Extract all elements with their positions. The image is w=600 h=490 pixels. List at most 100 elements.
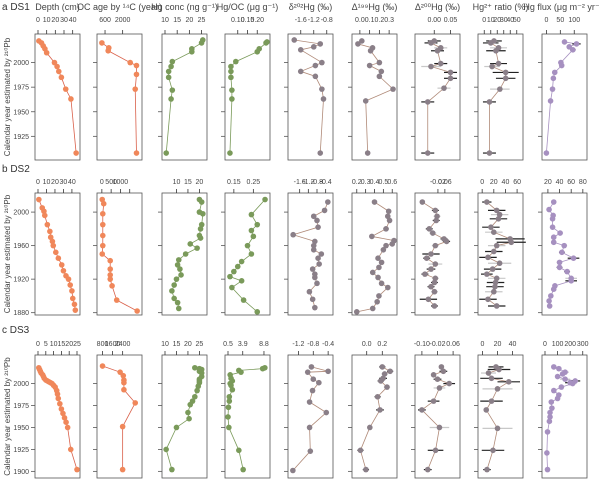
- data-point: [550, 199, 557, 205]
- x-tick-label: -0.02: [430, 179, 446, 186]
- panel-a-6: Δ¹⁹⁹Hg (‰) 0.0 0.1 0.2 0.3: [348, 2, 398, 161]
- data-point: [312, 238, 318, 245]
- data-point: [182, 251, 189, 257]
- data-point: [189, 48, 195, 55]
- data-point: [425, 296, 432, 303]
- y-tick-label: 2000: [13, 381, 29, 388]
- data-point: [432, 242, 439, 249]
- data-point: [496, 260, 503, 267]
- series-line: [292, 366, 329, 471]
- data-point: [357, 447, 364, 454]
- data-point: [173, 424, 180, 431]
- data-point: [310, 247, 317, 253]
- data-point: [486, 99, 493, 105]
- data-point: [432, 207, 439, 214]
- data-point: [508, 239, 515, 246]
- data-point: [423, 255, 430, 261]
- data-point: [436, 385, 443, 391]
- data-point: [53, 249, 59, 256]
- data-point: [227, 150, 233, 156]
- data-point: [177, 266, 183, 272]
- x-tick-label: 0.4: [370, 179, 380, 186]
- data-point: [546, 298, 552, 304]
- data-point: [378, 68, 385, 75]
- y-axis-label-row-c: Calendar year estimated by ²¹⁰Pb: [3, 357, 12, 476]
- x-tick-label: 0: [544, 17, 548, 24]
- x-tick-label: 40: [506, 17, 514, 24]
- x-tick-label: 20: [51, 179, 59, 186]
- panel-c-4: 0.5 3.9 8.8: [221, 341, 271, 479]
- x-tick-label: -1.2: [302, 179, 314, 186]
- panel-frame: [541, 33, 588, 161]
- data-point: [54, 391, 61, 397]
- data-point: [419, 407, 425, 413]
- data-point: [254, 221, 261, 228]
- data-point: [238, 278, 245, 284]
- column-title: Hg flux (μg m⁻² yr⁻¹): [523, 2, 600, 12]
- data-point: [314, 217, 320, 224]
- panel-frame: [161, 192, 208, 316]
- data-point: [187, 241, 194, 247]
- x-tick-label: 0: [36, 17, 40, 24]
- column-title: Δ¹⁹⁹Hg (‰): [352, 2, 398, 12]
- y-axis-label-row-b: Calendar year estimated by ²¹⁰Pb: [3, 194, 12, 313]
- x-tick-label: 60: [567, 179, 575, 186]
- data-point: [58, 262, 65, 268]
- x-tick-label: 0.3: [361, 179, 371, 186]
- data-point: [316, 261, 322, 267]
- data-point: [430, 372, 437, 378]
- x-tick-label: 20: [185, 17, 193, 24]
- panel-frame: [224, 192, 271, 316]
- x-tick-label: -0.4: [322, 341, 334, 348]
- data-point: [432, 447, 439, 454]
- data-point: [194, 245, 200, 251]
- panel-c-6: 0.0 0.2: [348, 341, 398, 479]
- data-point: [69, 295, 76, 302]
- x-tick-label: 0.20: [250, 17, 264, 24]
- data-point: [321, 207, 328, 214]
- data-point: [564, 268, 570, 275]
- data-point: [379, 364, 386, 370]
- data-point: [228, 74, 234, 81]
- data-point: [50, 242, 57, 249]
- x-tick-label: 60: [513, 179, 521, 186]
- data-point: [67, 446, 74, 453]
- x-tick-label: 0.25: [247, 179, 261, 186]
- data-point: [306, 424, 313, 431]
- x-tick-label: 0.1: [365, 17, 375, 24]
- data-point: [495, 60, 502, 67]
- data-point: [376, 293, 382, 299]
- data-point: [424, 99, 431, 105]
- data-point: [121, 386, 127, 393]
- panel-frame: [287, 192, 334, 316]
- series-line: [294, 39, 324, 154]
- data-point: [259, 365, 266, 372]
- data-point: [422, 271, 428, 277]
- data-point: [318, 251, 325, 257]
- data-point: [55, 255, 62, 261]
- panel-frame: [351, 33, 398, 161]
- panel-b-3: 10 15 20: [158, 179, 208, 316]
- x-tick-label: 40: [556, 179, 564, 186]
- y-tick-label: 2000: [13, 210, 29, 217]
- data-point: [198, 221, 205, 228]
- x-tick-label: 30: [60, 17, 68, 24]
- panel-frame: [34, 354, 81, 479]
- data-point: [505, 379, 512, 385]
- data-point: [228, 63, 234, 70]
- x-tick-label: 2400: [115, 341, 131, 348]
- data-point: [174, 299, 181, 306]
- data-point: [240, 466, 246, 473]
- series-line: [229, 199, 266, 313]
- panel-frame: [541, 354, 588, 479]
- series-line: [101, 199, 138, 312]
- data-point: [198, 40, 205, 46]
- data-point: [374, 298, 380, 305]
- x-tick-label: 0: [36, 179, 40, 186]
- data-point: [561, 39, 568, 45]
- x-tick-label: 2000: [115, 17, 131, 24]
- panel-frame: [161, 354, 208, 479]
- y-tick-label: 1920: [13, 277, 29, 284]
